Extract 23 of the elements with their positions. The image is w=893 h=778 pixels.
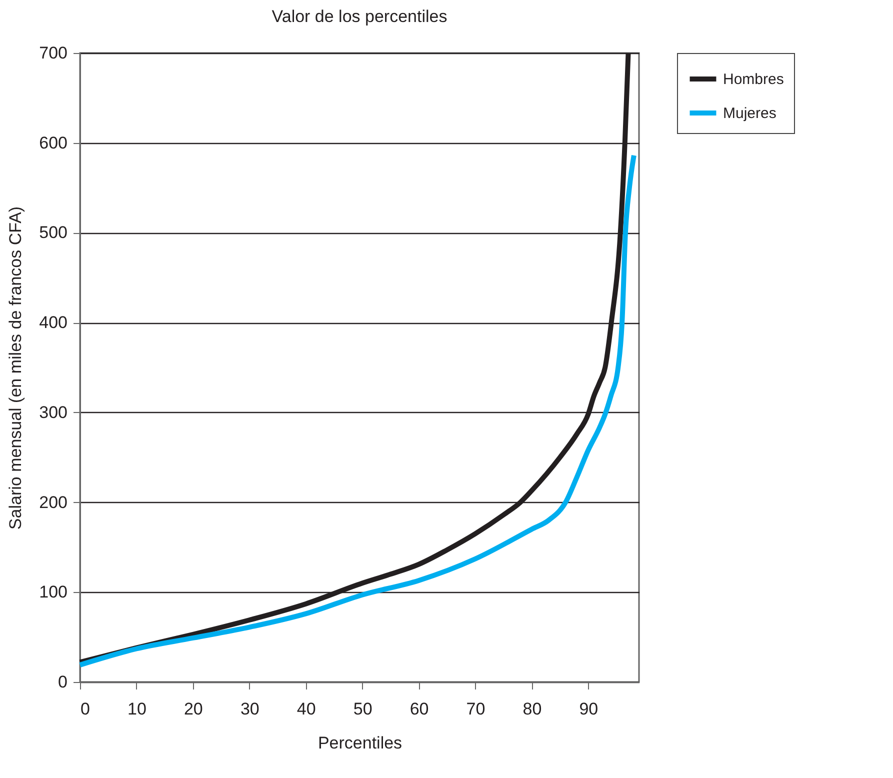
y-tick-label: 200 [39,492,68,512]
x-tick-label: 20 [184,700,203,718]
x-tick-label: 40 [296,700,316,718]
y-axis-title: Salario mensual (en miles de francos CFA) [6,206,26,530]
y-tick-label: 500 [39,223,68,242]
x-tick-label: 70 [466,700,486,718]
x-tick-label: 80 [522,700,542,718]
chart-title: Valor de los percentiles [272,7,448,26]
y-tick-label: 700 [39,44,68,62]
y-tick-label: 0 [58,672,68,692]
y-tick-label: 600 [39,133,68,152]
x-tick-label: 90 [579,700,598,718]
y-tick-label: 100 [39,582,68,602]
x-tick-label: 30 [240,700,260,718]
legend-label: Hombres [723,71,784,88]
y-tick-label: 300 [39,402,68,422]
x-tick-label: 10 [128,700,146,718]
x-tick-label: 60 [410,700,429,718]
x-tick-label: 50 [353,700,372,718]
x-tick-label: 0 [80,700,90,718]
y-tick-label: 400 [39,313,68,332]
x-axis-title: Percentiles [318,734,402,752]
legend-label: Mujeres [723,105,776,122]
